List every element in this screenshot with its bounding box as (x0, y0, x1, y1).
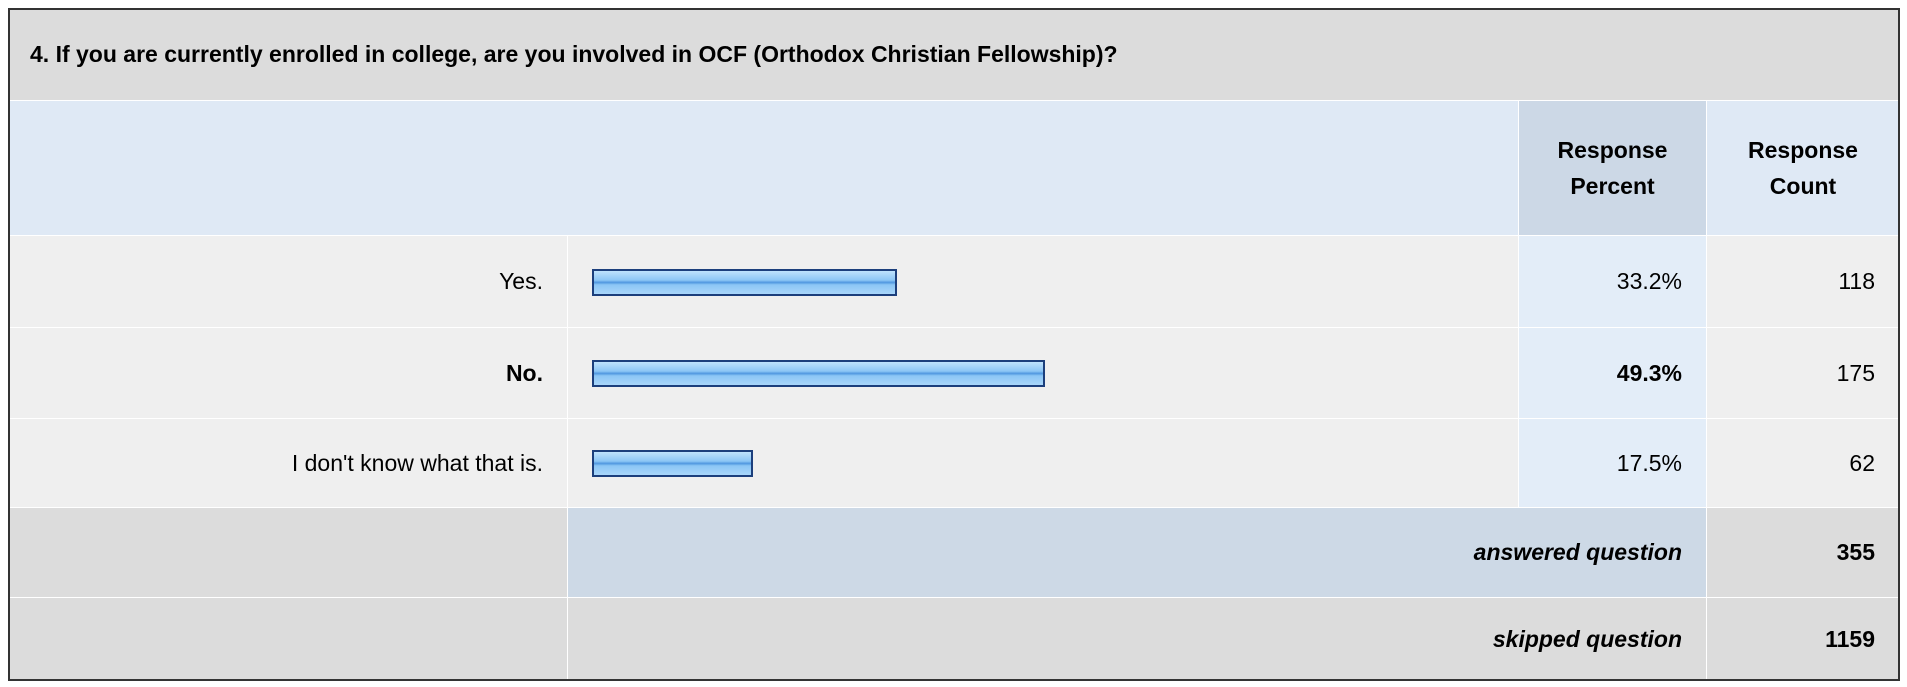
skipped-label: skipped question (568, 598, 1707, 681)
header-blank (8, 101, 1519, 236)
row-label: No. (8, 328, 568, 419)
percent: 33.2% (1519, 236, 1707, 328)
percent: 17.5% (1519, 419, 1707, 508)
count: 118 (1707, 236, 1900, 328)
answered-value: 355 (1707, 508, 1900, 598)
answered-label: answered question (568, 508, 1707, 598)
bar (592, 360, 1046, 387)
row-label: I don't know what that is. (8, 419, 568, 508)
row-label: Yes. (8, 236, 568, 328)
summary-blank (8, 508, 568, 598)
bar-cell (568, 236, 1519, 328)
percent: 49.3% (1519, 328, 1707, 419)
skipped-value: 1159 (1707, 598, 1900, 681)
bar-cell (568, 419, 1519, 508)
count: 62 (1707, 419, 1900, 508)
bar-cell (568, 328, 1519, 419)
count: 175 (1707, 328, 1900, 419)
bar (592, 450, 753, 477)
column-header: Response Percent (1519, 101, 1707, 236)
summary-blank (8, 598, 568, 681)
question-title: 4. If you are currently enrolled in coll… (8, 8, 1900, 101)
bar (592, 268, 898, 296)
column-header: Response Count (1707, 101, 1900, 236)
